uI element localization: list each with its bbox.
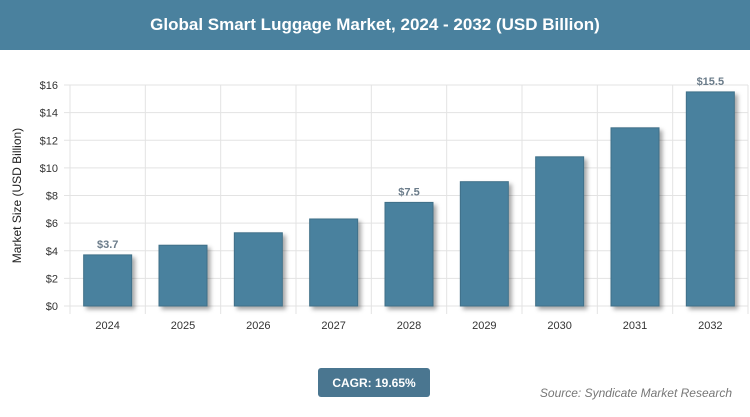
cagr-badge: CAGR: 19.65% — [318, 368, 430, 397]
x-tick-label: 2031 — [623, 320, 647, 332]
x-tick-label: 2026 — [246, 320, 270, 332]
y-tick-label: $2 — [46, 273, 58, 285]
bar-2030 — [535, 156, 585, 307]
x-tick-label: 2025 — [171, 320, 195, 332]
x-tick-label: 2024 — [95, 320, 119, 332]
x-tick-label: 2027 — [321, 320, 345, 332]
source-note: Source: Syndicate Market Research — [539, 386, 732, 400]
y-tick-label: $4 — [46, 246, 58, 258]
bar-2028 — [384, 201, 434, 307]
bar-2025 — [158, 244, 208, 307]
bar-2031 — [610, 127, 660, 307]
data-label: $15.5 — [697, 76, 725, 88]
y-tick-label: $6 — [46, 218, 58, 230]
bar-2027 — [309, 218, 359, 307]
bar-2026 — [233, 232, 283, 307]
x-tick-label: 2032 — [698, 320, 722, 332]
bar-2032 — [685, 91, 735, 307]
y-tick-label: $10 — [40, 163, 58, 175]
x-tick-label: 2029 — [472, 320, 496, 332]
bar-2029 — [459, 181, 509, 307]
data-label: $7.5 — [398, 186, 419, 198]
chart-title: Global Smart Luggage Market, 2024 - 2032… — [0, 0, 750, 50]
y-tick-label: $12 — [40, 135, 58, 147]
y-axis-label: Market Size (USD Billion) — [10, 128, 24, 263]
x-tick-label: 2030 — [547, 320, 571, 332]
y-tick-label: $14 — [40, 108, 58, 120]
y-tick-label: $0 — [46, 301, 58, 313]
x-tick-label: 2028 — [397, 320, 421, 332]
y-tick-label: $16 — [40, 80, 58, 92]
data-label: $3.7 — [97, 239, 118, 251]
bar-2024 — [83, 254, 133, 307]
y-tick-label: $8 — [46, 191, 58, 203]
